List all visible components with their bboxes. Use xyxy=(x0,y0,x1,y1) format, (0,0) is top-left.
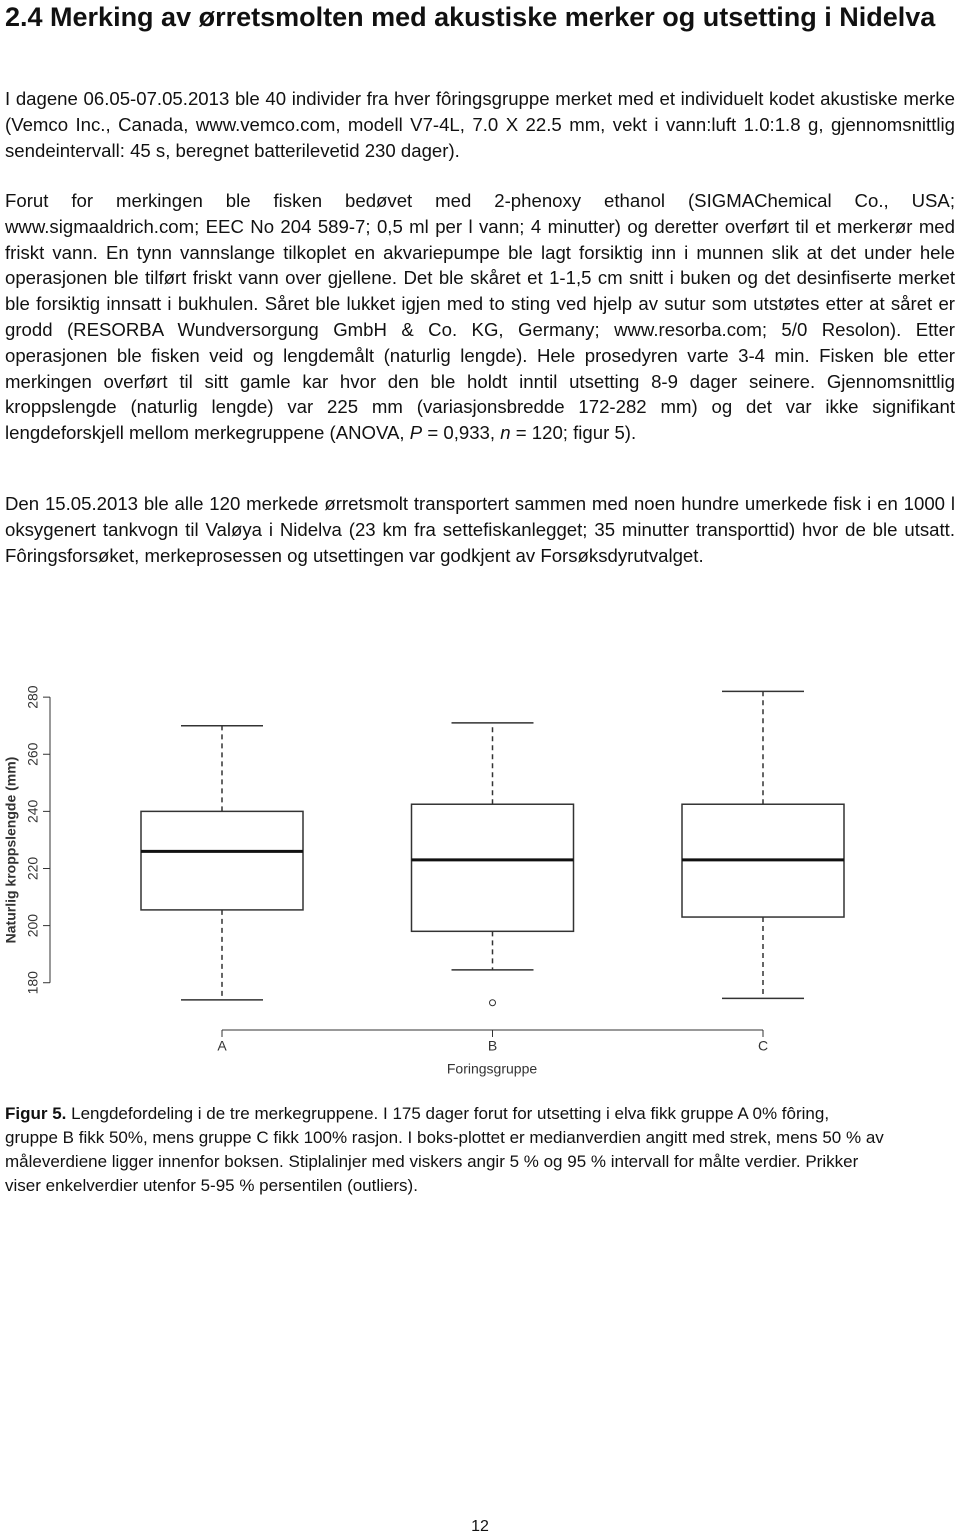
x-tick-label: B xyxy=(488,1038,497,1054)
y-tick-label: 280 xyxy=(25,685,41,709)
caption-text: Lengdefordeling i de tre merkegruppene. … xyxy=(5,1104,884,1195)
box xyxy=(410,803,575,933)
text: n xyxy=(500,422,511,444)
box xyxy=(140,810,304,911)
x-axis-label: Foringsgruppe xyxy=(447,1061,537,1077)
text: Forut for merkingen ble fisken bedøvet m… xyxy=(5,190,955,444)
text: I dagene 06.05-07.05.2013 ble 40 individ… xyxy=(5,88,955,161)
x-tick-label: A xyxy=(217,1038,227,1054)
text: = 120; figur 5). xyxy=(510,422,637,444)
outlier xyxy=(489,999,496,1007)
paragraph: I dagene 06.05-07.05.2013 ble 40 individ… xyxy=(5,86,955,163)
y-tick-label: 260 xyxy=(25,742,41,766)
y-tick-label: 180 xyxy=(25,971,41,995)
x-tick-label: C xyxy=(758,1038,768,1054)
y-tick-label: 220 xyxy=(25,857,41,881)
y-axis-label: Naturlig kroppslengde (mm) xyxy=(3,757,19,944)
page-number: 12 xyxy=(471,1518,489,1535)
heading: 2.4 Merking av ørretsmolten med akustisk… xyxy=(5,2,936,32)
text: P xyxy=(409,422,423,444)
y-tick-label: 240 xyxy=(25,799,41,823)
text: Den 15.05.2013 ble alle 120 merkede ørre… xyxy=(5,493,955,566)
caption: Figur 5. Lengdefordeling i de tre merkeg… xyxy=(5,1102,885,1198)
paragraph: Den 15.05.2013 ble alle 120 merkede ørre… xyxy=(5,491,955,568)
caption-label: Figur 5. xyxy=(5,1104,67,1123)
paragraph: Forut for merkingen ble fisken bedøvet m… xyxy=(5,188,955,446)
text: = 0,933, xyxy=(422,422,501,444)
chart: Foringsgruppe Naturlig kroppslengde (mm)… xyxy=(3,685,845,1077)
y-tick-label: 200 xyxy=(25,914,41,938)
